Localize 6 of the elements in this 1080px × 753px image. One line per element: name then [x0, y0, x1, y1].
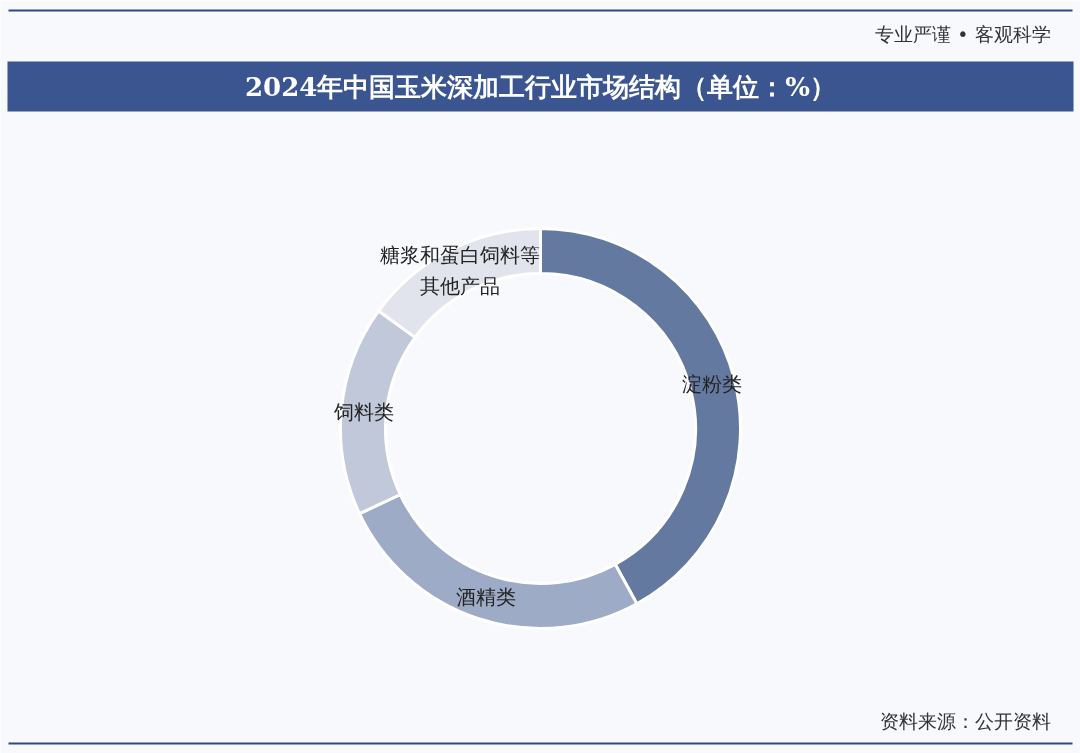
chart-title: 2024年中国玉米深加工行业市场结构（单位：%） — [244, 71, 837, 102]
text: 资料来源：公开资料 — [879, 709, 1051, 732]
slice-label: 饲料类 — [332, 399, 394, 424]
text: 专业严谨 • 客观科学 — [875, 22, 1051, 45]
slice-label: 糖浆和蛋白饲料等其他产品 — [379, 242, 540, 298]
slice-label: 酒精类 — [455, 585, 516, 610]
